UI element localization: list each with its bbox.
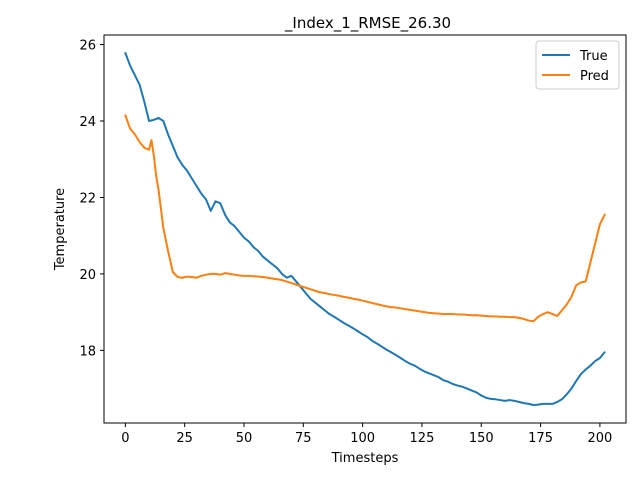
chart-title: _Index_1_RMSE_26.30 bbox=[284, 14, 451, 33]
series-line-pred bbox=[124, 114, 606, 323]
y-tick-label: 26 bbox=[79, 39, 96, 54]
x-tick-label: 75 bbox=[295, 431, 312, 446]
x-tick-label: 175 bbox=[528, 431, 553, 446]
y-tick-label: 18 bbox=[79, 344, 96, 359]
x-tick-label: 125 bbox=[410, 431, 435, 446]
plot-frame bbox=[103, 34, 627, 424]
x-axis-ticks: 0 25 50 75 100 125 150 175 200 bbox=[121, 423, 612, 446]
legend: True Pred bbox=[535, 40, 620, 90]
x-tick-label: 50 bbox=[236, 431, 253, 446]
x-tick-label: 100 bbox=[350, 431, 375, 446]
legend-label-pred: Pred bbox=[580, 69, 609, 84]
legend-frame bbox=[535, 40, 620, 90]
y-tick-label: 24 bbox=[79, 115, 96, 130]
legend-label-true: True bbox=[579, 49, 608, 64]
x-tick-label: 25 bbox=[176, 431, 193, 446]
x-axis-label: Timesteps bbox=[331, 451, 399, 466]
x-tick-label: 150 bbox=[469, 431, 494, 446]
series-line-true bbox=[124, 51, 606, 407]
y-axis-ticks: 18 20 22 24 26 bbox=[79, 39, 104, 359]
x-tick-label: 0 bbox=[121, 431, 129, 446]
series-lines bbox=[124, 51, 606, 407]
plot-area bbox=[104, 35, 626, 423]
y-tick-label: 20 bbox=[79, 268, 96, 283]
x-tick-label: 200 bbox=[587, 431, 612, 446]
y-axis-label: Temperature bbox=[53, 188, 68, 271]
y-tick-label: 22 bbox=[79, 191, 96, 206]
